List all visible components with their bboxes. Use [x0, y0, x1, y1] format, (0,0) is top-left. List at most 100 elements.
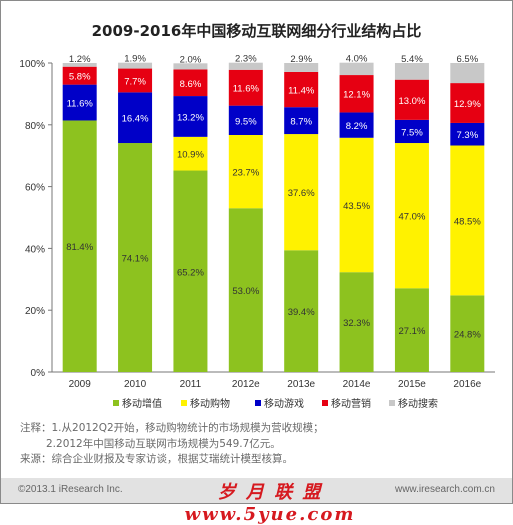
data-label: 47.0%	[398, 212, 425, 223]
x-tick-label: 2013e	[287, 379, 315, 390]
x-tick-label: 2012e	[232, 379, 260, 390]
y-tick-label: 100%	[19, 59, 45, 70]
legend-swatch	[181, 400, 187, 406]
chart-notes: 注释：1.从2012Q2开始，移动购物统计的市场规模为营收规模； 2.2012年…	[20, 421, 500, 468]
data-label: 2.0%	[180, 54, 202, 65]
bar-segment	[173, 63, 208, 70]
footer-bar	[1, 478, 512, 503]
data-label: 13.2%	[177, 112, 204, 123]
data-label: 27.1%	[398, 326, 425, 337]
data-label: 7.3%	[456, 130, 478, 141]
bar-segment	[228, 62, 263, 70]
data-label: 7.5%	[401, 127, 423, 138]
data-label: 7.7%	[124, 76, 146, 87]
bar-segment	[228, 105, 263, 135]
watermark-text: 岁 月 联 盟 www.5yue.com	[184, 482, 356, 525]
bar-segment	[450, 295, 485, 372]
data-label: 16.4%	[122, 114, 149, 125]
bar-segment	[173, 96, 208, 137]
bar-segment	[450, 63, 485, 84]
bar-segment	[173, 69, 208, 97]
legend-swatch	[322, 400, 328, 406]
y-tick-label: 20%	[25, 306, 45, 317]
bar-segment	[118, 62, 153, 69]
bar-segment	[118, 143, 153, 372]
data-label: 4.0%	[346, 54, 368, 65]
legend-label: 移动购物	[190, 397, 230, 410]
legend-swatch	[255, 400, 261, 406]
data-label: 2.9%	[290, 54, 312, 65]
data-label: 5.8%	[69, 72, 91, 83]
bar-segment	[394, 143, 429, 289]
bar-segment	[339, 137, 374, 273]
data-label: 10.9%	[177, 150, 204, 161]
legend-label: 移动增值	[122, 397, 162, 410]
data-label: 12.9%	[454, 99, 481, 110]
data-label: 11.6%	[67, 99, 94, 110]
data-label: 9.5%	[235, 116, 257, 127]
bar-segment	[450, 122, 485, 146]
x-tick-label: 2010	[124, 379, 147, 390]
legend-label: 移动游戏	[264, 397, 304, 410]
y-tick-label: 80%	[25, 121, 45, 132]
data-label: 13.0%	[398, 96, 425, 107]
data-label: 48.5%	[454, 216, 481, 227]
bar-segment	[339, 272, 374, 372]
legend-swatch	[389, 400, 395, 406]
bar-segment	[284, 107, 319, 135]
bar-segment	[284, 134, 319, 251]
y-tick-label: 40%	[25, 244, 45, 255]
data-label: 8.2%	[346, 121, 368, 132]
y-tick-label: 0%	[31, 368, 46, 379]
note-line-1: 注释：1.从2012Q2开始，移动购物统计的市场规模为营收规模；	[20, 422, 324, 434]
data-label: 12.1%	[343, 90, 370, 101]
x-tick-label: 2014e	[343, 379, 371, 390]
bar-segment	[339, 62, 374, 76]
legend-swatch	[113, 400, 119, 406]
chart-title: 2009-2016年中国移动互联网细分行业结构占比	[91, 22, 422, 40]
bar-segment	[118, 92, 153, 144]
bar-segment	[118, 68, 153, 93]
bar-segment	[284, 71, 319, 108]
data-label: 65.2%	[177, 267, 204, 278]
bar-segment	[450, 145, 485, 296]
data-label: 53.0%	[232, 286, 259, 297]
bar-segment	[339, 75, 374, 113]
data-label: 8.6%	[180, 79, 202, 90]
bar-segment	[394, 119, 429, 144]
data-label: 37.6%	[288, 188, 315, 199]
data-label: 24.8%	[454, 330, 481, 341]
stacked-bar-chart: 0% 20% 40% 60% 80% 100% 81.4% 11.6% 5.8% 1.2% 2009…	[19, 54, 495, 410]
x-tick-label: 2016e	[453, 379, 481, 390]
data-label: 1.2%	[69, 54, 91, 65]
data-label: 74.1%	[122, 254, 149, 265]
bar-segment	[62, 66, 97, 85]
data-label: 32.3%	[343, 318, 370, 329]
bar-segment	[394, 79, 429, 120]
bar-segment	[284, 250, 319, 372]
bar-segment	[394, 63, 429, 80]
data-label: 1.9%	[124, 54, 146, 65]
data-label: 2.3%	[235, 54, 257, 65]
y-tick-label: 60%	[25, 183, 45, 194]
data-label: 6.5%	[456, 54, 478, 65]
data-label: 8.7%	[290, 117, 312, 128]
legend-label: 移动搜索	[398, 397, 438, 410]
bar-segment	[62, 84, 97, 121]
bar-segment	[228, 134, 263, 209]
bar-segment	[228, 208, 263, 372]
x-tick-label: 2009	[69, 379, 92, 390]
website-link[interactable]: www.iresearch.com.cn	[394, 484, 495, 495]
bar-segment	[173, 136, 208, 171]
bar-segment	[228, 69, 263, 106]
legend-label: 移动营销	[331, 397, 371, 410]
data-label: 39.4%	[288, 307, 315, 318]
data-label: 43.5%	[343, 201, 370, 212]
copyright-text: ©2013.1 iResearch Inc.	[18, 484, 123, 495]
x-tick-label: 2015e	[398, 379, 426, 390]
bar-segment	[394, 288, 429, 372]
data-label: 5.4%	[401, 54, 423, 65]
data-label: 81.4%	[66, 242, 93, 253]
bar-segment	[173, 170, 208, 372]
x-tick-label: 2011	[180, 379, 202, 390]
